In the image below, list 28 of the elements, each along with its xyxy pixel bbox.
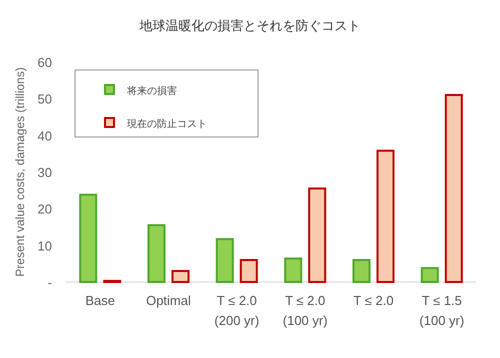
y-tick-label: - <box>48 275 52 290</box>
x-tick-label: T ≤ 2.0 (200 yr) <box>214 293 260 328</box>
x-tick-label: T ≤ 2.0 (100 yr) <box>282 293 328 328</box>
y-tick-label: 50 <box>38 92 52 107</box>
x-tick-label: T ≤ 1.5 (100 yr) <box>419 293 464 328</box>
bar <box>376 150 394 283</box>
legend-label: 現在の防止コスト <box>127 118 207 130</box>
x-tick-label: Base <box>85 293 115 308</box>
bar <box>284 258 302 283</box>
y-tick-label: 10 <box>38 238 52 254</box>
bar <box>79 194 98 283</box>
chart-title: 地球温暖化の損害とそれを防ぐコスト <box>138 18 360 33</box>
bar <box>420 267 439 283</box>
y-tick-label: 30 <box>38 165 52 180</box>
bar <box>240 259 258 283</box>
bar <box>352 259 370 283</box>
x-tick-label: Optimal <box>146 293 191 308</box>
y-axis-title: Present value costs, damages (trillions) <box>13 67 27 277</box>
bar <box>216 238 234 283</box>
legend-label: 将来の損害 <box>126 85 177 97</box>
bar <box>148 224 166 283</box>
y-tick-label: 60 <box>38 55 52 70</box>
bar <box>172 270 190 283</box>
y-tick-label: 20 <box>38 202 52 217</box>
x-tick-label: T ≤ 2.0 <box>353 293 394 308</box>
y-tick-label: 40 <box>38 128 52 144</box>
bar <box>444 94 463 283</box>
bar <box>308 188 326 283</box>
